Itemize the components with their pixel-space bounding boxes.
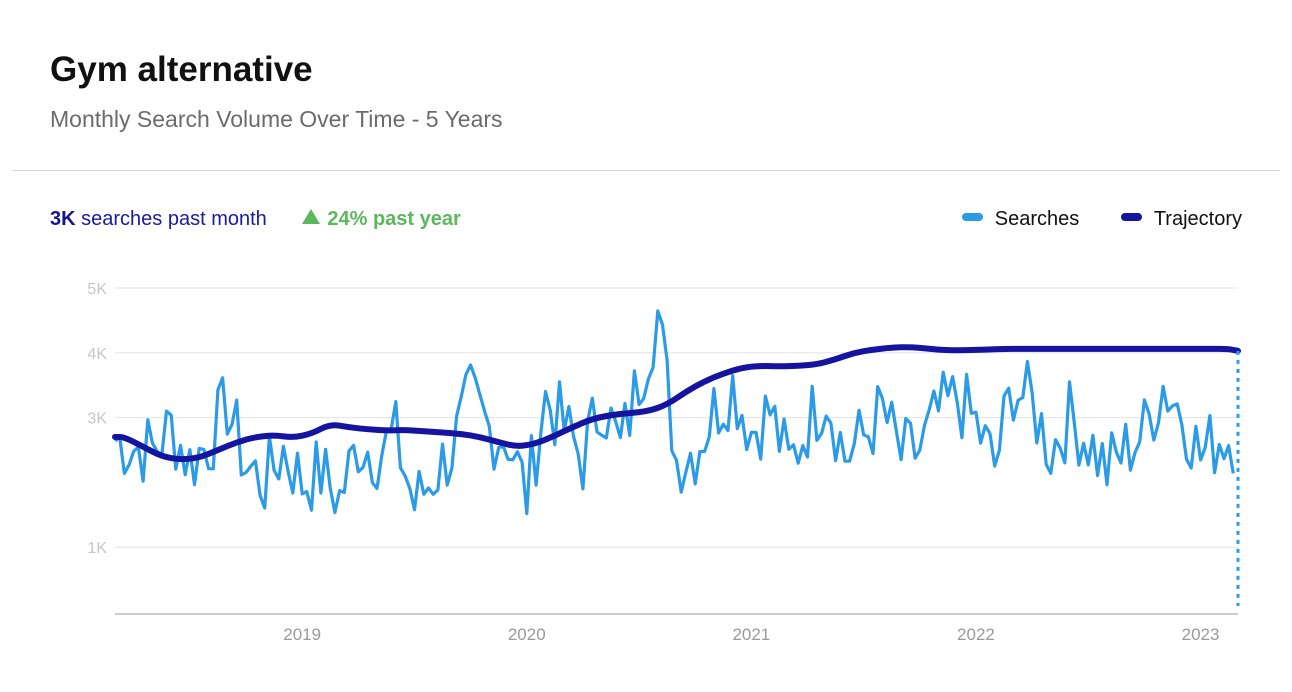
- y-tick-label: 4K: [87, 346, 107, 363]
- x-tick-label: 2019: [283, 625, 321, 644]
- header-divider: [12, 170, 1280, 171]
- chart-subtitle: Monthly Search Volume Over Time - 5 Year…: [50, 106, 503, 132]
- legend-item-trajectory[interactable]: Trajectory: [1120, 208, 1242, 231]
- y-tick-label: 5K: [87, 281, 107, 298]
- x-tick-label: 2021: [732, 625, 770, 644]
- stats-row: 3K searches past month 24% past year: [50, 208, 461, 231]
- chart-legend: Searches Trajectory: [926, 208, 1242, 231]
- y-tick-label: 1K: [87, 540, 107, 557]
- chart-title: Gym alternative: [50, 50, 313, 89]
- x-tick-label: 2023: [1182, 625, 1220, 644]
- search-count-text: searches past month: [75, 208, 267, 230]
- x-tick-label: 2022: [957, 625, 995, 644]
- searches-swatch-icon: [961, 213, 983, 221]
- legend-item-searches[interactable]: Searches: [961, 208, 1080, 231]
- yearly-change: 24% past year: [302, 208, 461, 230]
- y-tick-label: 3K: [87, 411, 107, 428]
- searches-line: [113, 309, 1235, 516]
- trajectory-line: [112, 344, 1241, 463]
- up-triangle-icon: [302, 209, 321, 224]
- search-count-value: 3K: [50, 208, 76, 230]
- trajectory-swatch-icon: [1120, 213, 1142, 221]
- legend-label-trajectory: Trajectory: [1153, 208, 1242, 230]
- yearly-change-text: 24% past year: [327, 208, 461, 230]
- legend-label-searches: Searches: [994, 208, 1080, 230]
- search-count: 3K searches past month: [50, 208, 267, 230]
- x-tick-label: 2020: [508, 625, 546, 644]
